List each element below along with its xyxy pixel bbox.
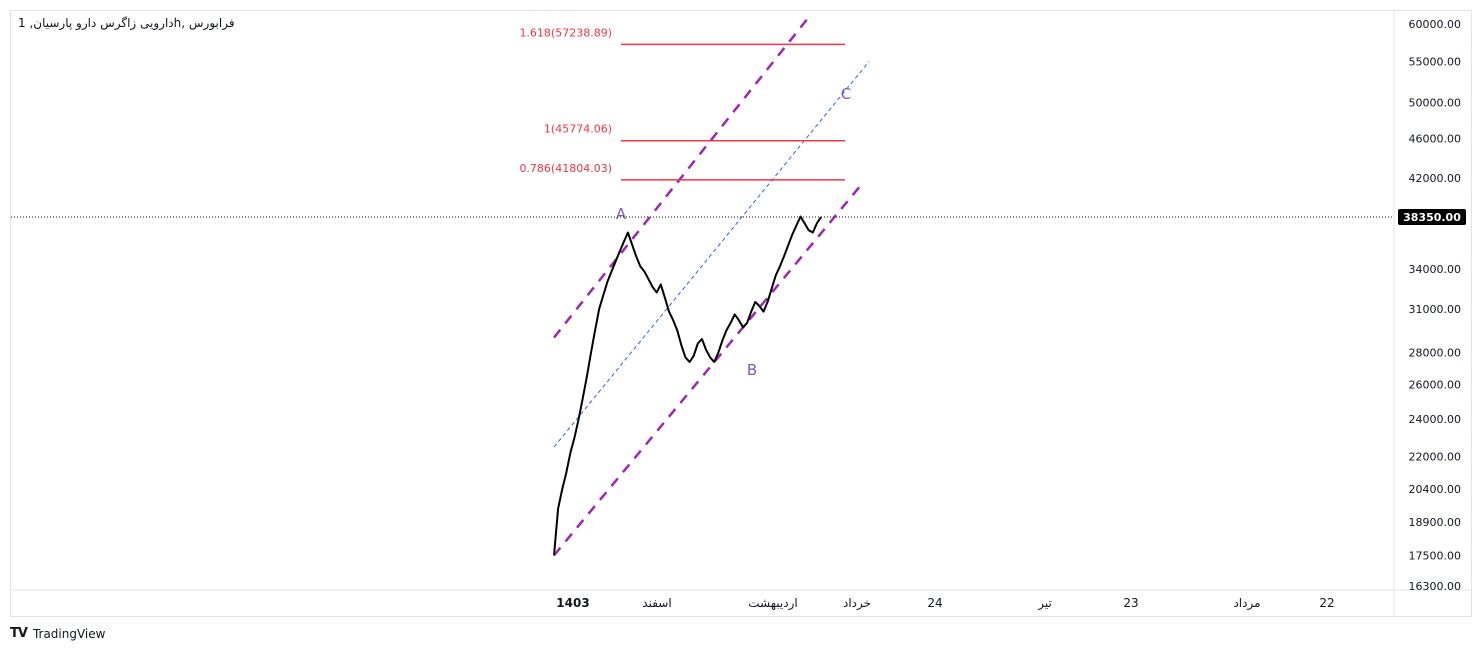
price-series [553,215,822,556]
x-tick-label: مرداد [1233,596,1260,611]
tradingview-logo-icon: TV [10,626,28,641]
y-tick-label: 34000.00 [1409,263,1462,276]
y-tick-label: 26000.00 [1409,379,1462,392]
y-tick-label: 18900.00 [1409,516,1462,529]
chart-area[interactable]: 1.618(57238.89) 1(45774.06) 0.786(41804.03… [10,10,1472,617]
y-tick-label: 28000.00 [1409,347,1462,360]
price-axis-separator [11,11,1471,616]
price-chart[interactable]: 1.618(57238.89) 1(45774.06) 0.786(41804.03… [11,11,1471,616]
trend-channel[interactable] [553,16,870,557]
chart-title: فرابورس ,hدارویی زاگرس دارو پارسیان, 1 [18,16,235,30]
y-tick-label: 16300.00 [1409,580,1462,593]
wave-label-c: C [841,85,851,103]
x-tick-label: اسفند [642,596,671,610]
channel-upper-line [553,16,810,339]
x-tick-label: 22 [1319,596,1334,610]
last-price-label: 38350.00 [1403,211,1461,224]
y-tick-label: 20400.00 [1409,483,1462,496]
channel-mid-line [553,61,870,448]
footer-brand: TradingView [32,626,106,641]
fib-level-label: 0.786(41804.03) [519,162,612,175]
channel-lower-line [553,184,862,557]
x-tick-label: 1403 [556,596,589,610]
fib-level-label: 1.618(57238.89) [519,26,612,39]
x-tick-label: 24 [927,596,942,610]
y-tick-label: 60000.00 [1409,18,1462,31]
last-price-marker: 38350.00 [11,209,1466,226]
x-tick-label: اردیبهشت [748,596,797,611]
x-tick-label: تیر [1037,596,1052,611]
x-tick-label: 23 [1123,596,1138,610]
time-axis[interactable]: 1403 اسفند اردیبهشت خرداد 24 تیر 23 مرداد 22 [556,596,1334,611]
y-tick-label: 17500.00 [1409,549,1462,562]
y-tick-label: 55000.00 [1409,56,1462,69]
y-tick-label: 50000.00 [1409,97,1462,110]
y-tick-label: 22000.00 [1409,451,1462,464]
wave-label-a: A [616,205,627,223]
y-tick-label: 46000.00 [1409,133,1462,146]
fib-extension[interactable]: 1.618(57238.89) 1(45774.06) 0.786(41804.03… [519,26,845,181]
footer: TV TradingView [10,626,105,641]
last-price-badge [1398,209,1466,226]
y-tick-label: 42000.00 [1409,172,1462,185]
price-axis[interactable]: 60000.00 55000.00 50000.00 46000.00 42000.00… [1409,18,1462,593]
price-line [553,215,822,556]
y-tick-label: 24000.00 [1409,413,1462,426]
wave-label-b: B [747,361,757,379]
fib-level-label: 1(45774.06) [544,123,612,136]
x-tick-label: خرداد [843,596,871,611]
wave-labels: A B C [616,85,851,379]
y-tick-label: 31000.00 [1409,303,1462,316]
